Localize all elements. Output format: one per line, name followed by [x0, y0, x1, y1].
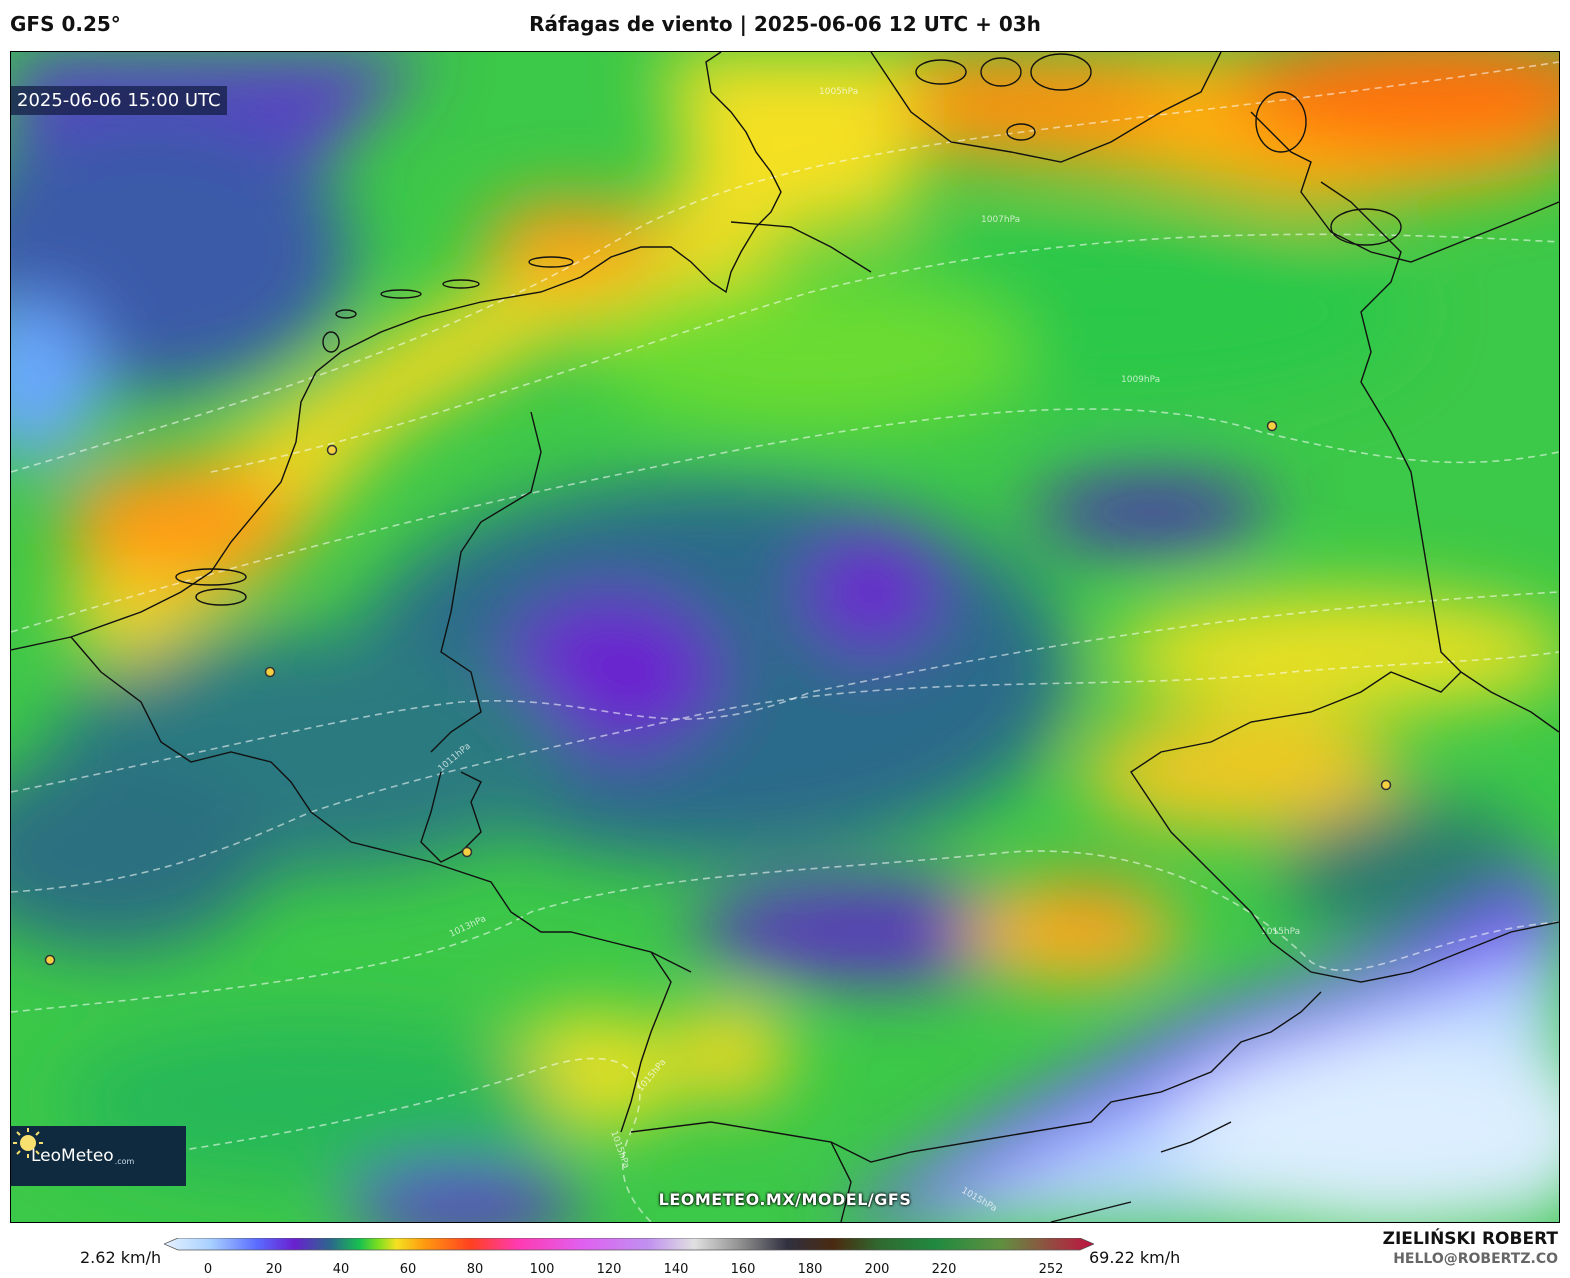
wind-gust-map[interactable]: 1005hPa 1007hPa 1009hPa 1011hPa 1013hPa … [10, 51, 1560, 1223]
watermark-url[interactable]: LEOMETEO.MX/MODEL/GFS [658, 1190, 912, 1209]
city-marker [264, 666, 276, 678]
city-marker [326, 444, 338, 456]
logo-suffix: .com [114, 1157, 135, 1166]
city-marker [1380, 779, 1392, 791]
colorbar-tick: 140 [663, 1262, 689, 1277]
gust-field [11, 52, 1559, 1222]
model-label: GFS 0.25° [10, 12, 121, 36]
map-field: 1005hPa 1007hPa 1009hPa 1011hPa 1013hPa … [11, 52, 1559, 1222]
city-markers [44, 420, 1392, 966]
isobar-label: 1015hPa [1261, 927, 1300, 937]
colorbar-tick: 200 [864, 1262, 890, 1277]
colorbar-tick: 180 [797, 1262, 823, 1277]
coastlines-borders [11, 52, 1559, 1222]
colorbar-tick: 0 [203, 1262, 213, 1277]
colorbar: 0 20 40 60 80 100 120 140 160 180 200 22… [162, 1237, 1096, 1278]
leometeo-logo[interactable]: LeoMeteo .com [11, 1126, 186, 1186]
colorbar-max-label: 69.22 km/h [1089, 1248, 1181, 1267]
colorbar-gradient [162, 1237, 1096, 1251]
isobar-label: 1007hPa [981, 215, 1020, 225]
colorbar-tick: 120 [596, 1262, 622, 1277]
colorbar-tick: 60 [399, 1262, 417, 1277]
isobar-lines [11, 61, 1559, 1222]
colorbar-tick: 80 [466, 1262, 484, 1277]
colorbar-min-label: 2.62 km/h [80, 1248, 162, 1267]
isobar-label: 1005hPa [819, 87, 858, 97]
city-marker [44, 954, 56, 966]
colorbar-tick: 40 [332, 1262, 350, 1277]
colorbar-tick: 160 [730, 1262, 756, 1277]
logo-text: LeoMeteo [31, 1146, 114, 1166]
map-title: Ráfagas de viento | 2025-06-06 12 UTC + … [529, 12, 1041, 36]
author-credit: ZIELIŃSKI ROBERT [1382, 1229, 1558, 1249]
map-timestamp: 2025-06-06 15:00 UTC [11, 86, 227, 115]
colorbar-tick: 252 [1038, 1262, 1064, 1277]
isobar-label: 1009hPa [1121, 375, 1160, 385]
city-marker [1266, 420, 1278, 432]
sun-icon [13, 1128, 43, 1158]
colorbar-tick: 20 [265, 1262, 283, 1277]
colorbar-tick: 100 [529, 1262, 555, 1277]
city-marker [461, 846, 473, 858]
author-email[interactable]: HELLO@ROBERTZ.CO [1393, 1251, 1558, 1267]
colorbar-tick: 220 [931, 1262, 957, 1277]
